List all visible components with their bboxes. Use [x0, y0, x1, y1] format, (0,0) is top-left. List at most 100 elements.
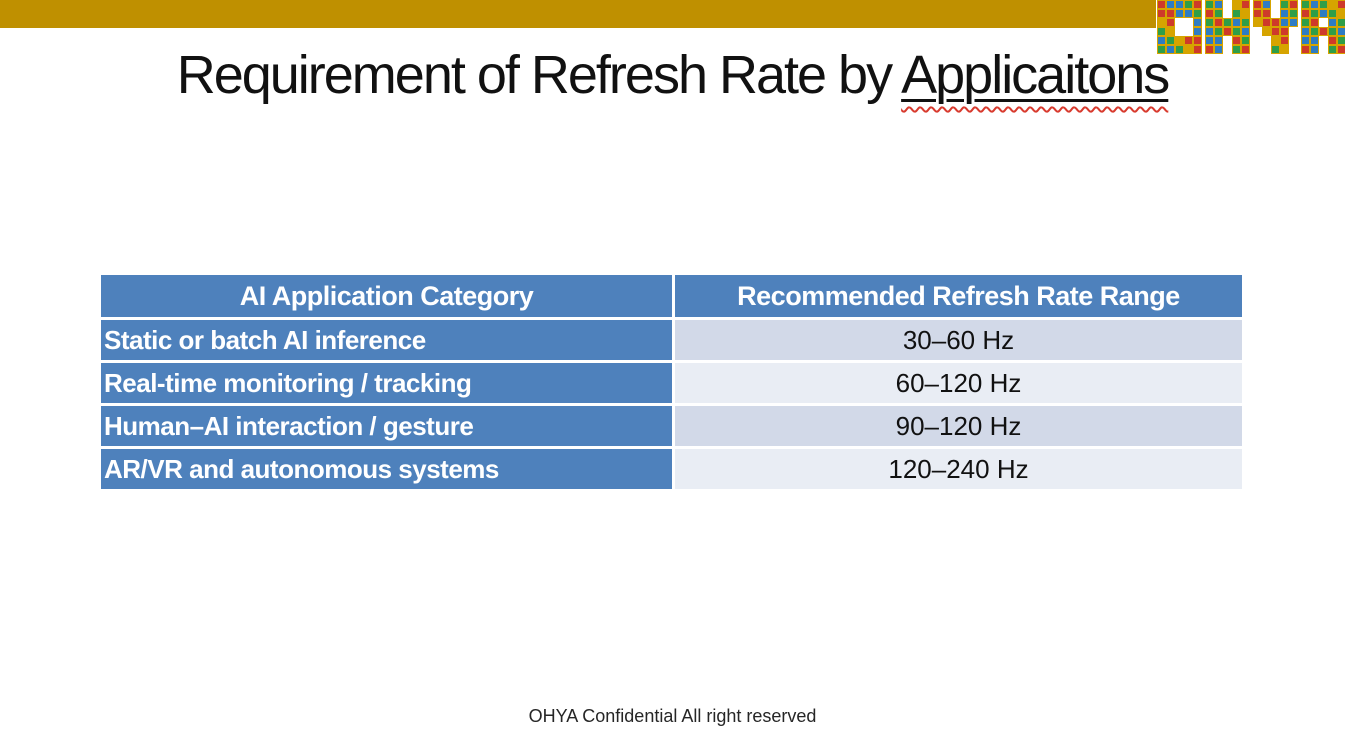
- table-row-range: 90–120 Hz: [675, 406, 1242, 446]
- logo-tile: [1301, 27, 1310, 36]
- logo-tile: [1193, 18, 1202, 27]
- logo-tile: [1193, 36, 1202, 45]
- logo-tile: [1214, 36, 1223, 45]
- logo-tile: [1337, 18, 1345, 27]
- logo-tile: [1184, 18, 1193, 27]
- logo-tile: [1241, 27, 1250, 36]
- logo-tile: [1166, 45, 1175, 54]
- logo-tile: [1241, 36, 1250, 45]
- logo-tile: [1271, 36, 1280, 45]
- logo-tile: [1271, 0, 1280, 9]
- logo-tile: [1205, 45, 1214, 54]
- logo-tile: [1319, 27, 1328, 36]
- logo-tile: [1280, 45, 1289, 54]
- logo-tile: [1289, 27, 1298, 36]
- logo-tile: [1193, 9, 1202, 18]
- logo-tile: [1175, 27, 1184, 36]
- logo-tile: [1241, 45, 1250, 54]
- column-header-range: Recommended Refresh Rate Range: [675, 275, 1242, 317]
- logo-tile: [1175, 18, 1184, 27]
- logo-tile: [1253, 9, 1262, 18]
- logo-tile: [1157, 0, 1166, 9]
- logo-tile: [1232, 18, 1241, 27]
- logo-tile: [1157, 18, 1166, 27]
- logo-tile: [1157, 45, 1166, 54]
- slide-title: Requirement of Refresh Rate by Applicait…: [0, 44, 1345, 106]
- logo-tile: [1262, 0, 1271, 9]
- logo-tile: [1214, 27, 1223, 36]
- logo-tile: [1223, 27, 1232, 36]
- slide-title-prefix: Requirement of Refresh Rate by: [176, 45, 902, 105]
- logo-tile: [1280, 9, 1289, 18]
- logo-tile: [1328, 18, 1337, 27]
- logo-tile: [1184, 9, 1193, 18]
- logo-tile: [1328, 9, 1337, 18]
- logo-tile: [1310, 27, 1319, 36]
- logo-tile: [1262, 18, 1271, 27]
- logo-tile: [1289, 18, 1298, 27]
- logo-tile: [1253, 27, 1262, 36]
- logo-tile: [1175, 9, 1184, 18]
- misspelled-word: Applicaitons: [901, 45, 1170, 105]
- logo-tile: [1232, 27, 1241, 36]
- logo-tile: [1301, 18, 1310, 27]
- logo-tile: [1271, 18, 1280, 27]
- logo-tile: [1166, 9, 1175, 18]
- logo-tile: [1193, 27, 1202, 36]
- table-row-category: Static or batch AI inference: [101, 320, 672, 360]
- logo-tile: [1310, 9, 1319, 18]
- logo-tile: [1214, 0, 1223, 9]
- logo-tile: [1241, 0, 1250, 9]
- logo-tile: [1232, 0, 1241, 9]
- table-row-category: Human–AI interaction / gesture: [101, 406, 672, 446]
- logo-tile: [1214, 45, 1223, 54]
- logo-tile: [1166, 18, 1175, 27]
- logo-tile: [1157, 27, 1166, 36]
- logo-tile: [1337, 45, 1345, 54]
- logo-tile: [1289, 9, 1298, 18]
- logo-tile: [1310, 45, 1319, 54]
- logo-tile: [1280, 27, 1289, 36]
- logo-tile: [1166, 0, 1175, 9]
- logo-tile: [1166, 36, 1175, 45]
- logo-tile: [1301, 36, 1310, 45]
- logo-letter-o: [1157, 0, 1202, 54]
- logo-tile: [1184, 27, 1193, 36]
- logo-tile: [1337, 36, 1345, 45]
- logo-tile: [1175, 0, 1184, 9]
- logo-tile: [1271, 45, 1280, 54]
- logo-tile: [1301, 9, 1310, 18]
- logo-tile: [1205, 9, 1214, 18]
- column-header-category: AI Application Category: [101, 275, 672, 317]
- logo-tile: [1157, 36, 1166, 45]
- logo-tile: [1214, 9, 1223, 18]
- logo-tile: [1223, 18, 1232, 27]
- table-row-range: 30–60 Hz: [675, 320, 1242, 360]
- logo-tile: [1319, 9, 1328, 18]
- logo-tile: [1175, 45, 1184, 54]
- logo-letter-y: [1253, 0, 1298, 54]
- logo-tile: [1262, 27, 1271, 36]
- logo-tile: [1253, 18, 1262, 27]
- logo-tile: [1271, 9, 1280, 18]
- logo-tile: [1184, 0, 1193, 9]
- logo-letter-h: [1205, 0, 1250, 54]
- logo-tile: [1214, 18, 1223, 27]
- logo-tile: [1157, 9, 1166, 18]
- logo-tile: [1193, 0, 1202, 9]
- logo-tile: [1223, 0, 1232, 9]
- logo-tile: [1337, 0, 1345, 9]
- logo-tile: [1328, 36, 1337, 45]
- top-accent-bar: [0, 0, 1156, 28]
- logo-tile: [1289, 0, 1298, 9]
- logo-tile: [1328, 0, 1337, 9]
- table-row-category: AR/VR and autonomous systems: [101, 449, 672, 489]
- logo-tile: [1337, 27, 1345, 36]
- logo-tile: [1310, 0, 1319, 9]
- logo-tile: [1166, 27, 1175, 36]
- logo-tile: [1232, 45, 1241, 54]
- table-row-range: 60–120 Hz: [675, 363, 1242, 403]
- logo-tile: [1241, 18, 1250, 27]
- slide-title-underlined-word: Applicaitons: [901, 45, 1170, 105]
- logo-tile: [1205, 27, 1214, 36]
